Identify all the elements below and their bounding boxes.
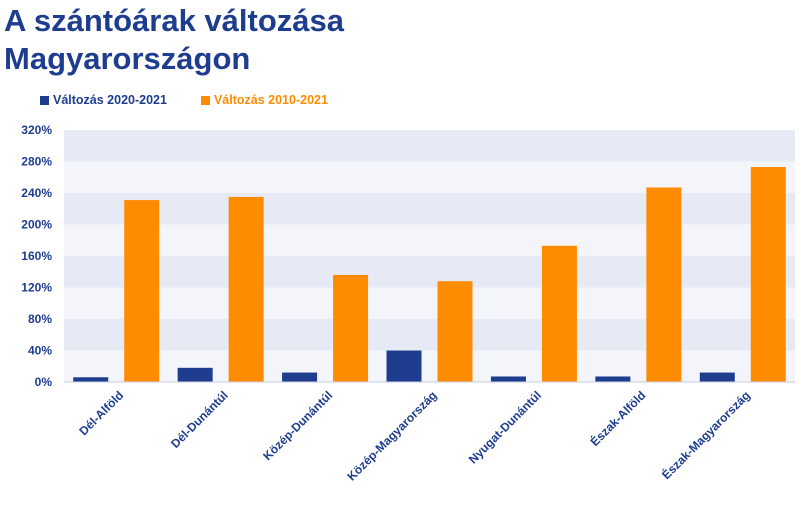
bar-2 [646, 187, 682, 382]
y-tick-label: 240% [21, 186, 52, 200]
y-tick-label: 0% [35, 375, 53, 389]
grid-band [64, 161, 795, 193]
legend-item-series-1: Változás 2020-2021 [40, 93, 167, 107]
x-tick-label: Észak-Alföld [587, 388, 649, 450]
legend-label-series-2: Változás 2010-2021 [213, 93, 328, 107]
grid-band [64, 224, 795, 256]
x-tick-label: Közép-Magyarország [344, 388, 439, 483]
bar-1 [699, 372, 735, 382]
bar-2 [333, 274, 369, 382]
x-tick-label: Dél-Dunántúl [168, 388, 231, 451]
legend-swatch-series-1 [40, 95, 49, 105]
x-tick-label: Közép-Dunántúl [260, 388, 335, 463]
y-tick-label: 320% [21, 123, 52, 137]
grid-band [64, 287, 795, 319]
bar-1 [73, 377, 109, 382]
legend-item-series-2: Változás 2010-2021 [200, 93, 328, 107]
bar-2 [541, 245, 577, 382]
y-tick-label: 80% [28, 312, 52, 326]
grid-band [64, 319, 795, 351]
legend-swatch-series-2 [200, 95, 210, 105]
bar-2 [437, 281, 473, 382]
bar-1 [595, 376, 631, 382]
bar-2 [228, 196, 264, 382]
bar-1 [282, 372, 318, 382]
bar-1 [386, 350, 422, 382]
grid-band [64, 256, 795, 288]
y-tick-label: 160% [21, 249, 52, 263]
y-tick-label: 40% [28, 344, 52, 358]
y-tick-label: 280% [21, 155, 52, 169]
legend-label-series-1: Változás 2020-2021 [53, 93, 167, 107]
bar-1 [177, 367, 213, 382]
grid-band [64, 350, 795, 382]
bar-2 [124, 200, 160, 382]
y-tick-label: 200% [21, 218, 52, 232]
x-tick-label: Nyugat-Dunántúl [466, 388, 544, 466]
x-tick-label: Észak-Magyarország [658, 388, 753, 483]
chart-title: A szántóárak változása Magyarországon [4, 3, 345, 76]
bar-1 [490, 376, 526, 382]
bar-2 [750, 167, 786, 382]
y-tick-label: 120% [21, 281, 52, 295]
x-tick-label: Dél-Alföld [76, 388, 126, 438]
grid-band [64, 130, 795, 162]
legend: Változás 2020-2021 Változás 2010-2021 [40, 93, 328, 107]
grid-band [64, 193, 795, 225]
